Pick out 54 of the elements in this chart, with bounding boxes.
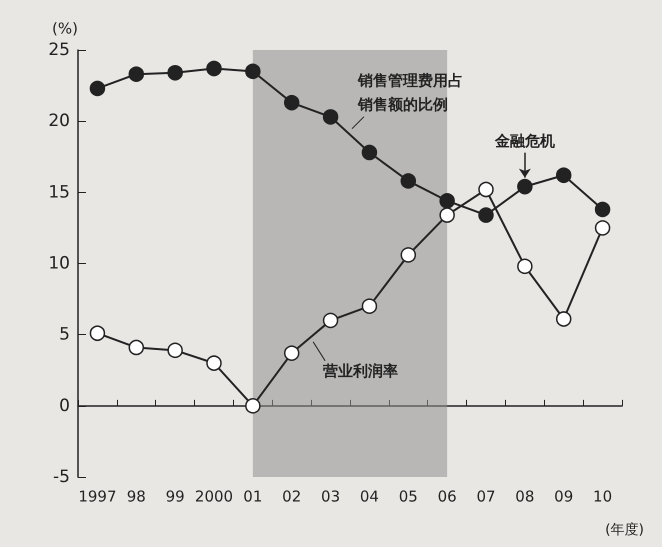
x-tick-label: 10	[593, 488, 612, 506]
point	[439, 193, 455, 209]
point	[206, 355, 222, 371]
y-tick-label: 0	[59, 396, 70, 416]
point	[322, 312, 338, 328]
point	[128, 66, 144, 82]
point	[556, 311, 572, 327]
x-tick-label: 1997	[78, 488, 117, 506]
y-tick-label: -5	[53, 467, 70, 487]
point	[167, 65, 183, 81]
point	[556, 168, 572, 183]
point	[517, 178, 533, 194]
annotation: 金融危机	[494, 132, 555, 150]
point	[362, 144, 378, 160]
x-tick-label: 98	[126, 488, 146, 506]
point	[478, 182, 494, 198]
point	[284, 94, 300, 110]
x-tick-label: 08	[515, 488, 534, 506]
point	[517, 258, 533, 274]
y-tick-label: 25	[48, 40, 70, 60]
point	[362, 298, 378, 314]
x-tick-label: 01	[243, 488, 262, 506]
series-label: 销售管理费用占销售额的比例	[357, 72, 463, 114]
point	[90, 80, 106, 96]
y-axis-title: (%)	[52, 20, 78, 38]
point	[400, 247, 416, 263]
y-tick-label: 15	[48, 182, 70, 202]
point	[478, 207, 494, 223]
point	[245, 398, 261, 414]
point	[167, 342, 183, 358]
x-tick-label: 09	[554, 488, 574, 506]
x-tick-label: 99	[166, 488, 185, 506]
x-tick-label: 2000	[194, 488, 234, 506]
y-tick-label: 20	[48, 111, 70, 132]
x-tick-label: 02	[282, 488, 302, 506]
y-tick-label: 10	[48, 254, 70, 274]
x-tick-label: 03	[321, 488, 340, 506]
point	[322, 109, 338, 125]
point	[245, 64, 261, 80]
point	[206, 60, 222, 76]
point	[594, 202, 610, 218]
x-tick-label: 07	[476, 488, 496, 506]
point	[90, 325, 106, 341]
x-tick-label: 06	[438, 488, 457, 506]
point	[400, 173, 416, 189]
x-axis-title: (年度)	[605, 522, 644, 538]
point	[284, 345, 300, 361]
point	[128, 340, 144, 356]
x-tick-label: 05	[398, 488, 418, 506]
legend-label: 营业利润率	[322, 362, 398, 380]
x-tick-label: 04	[360, 488, 379, 506]
point	[594, 220, 610, 236]
y-tick-label: 5	[59, 324, 70, 345]
point	[439, 207, 455, 223]
